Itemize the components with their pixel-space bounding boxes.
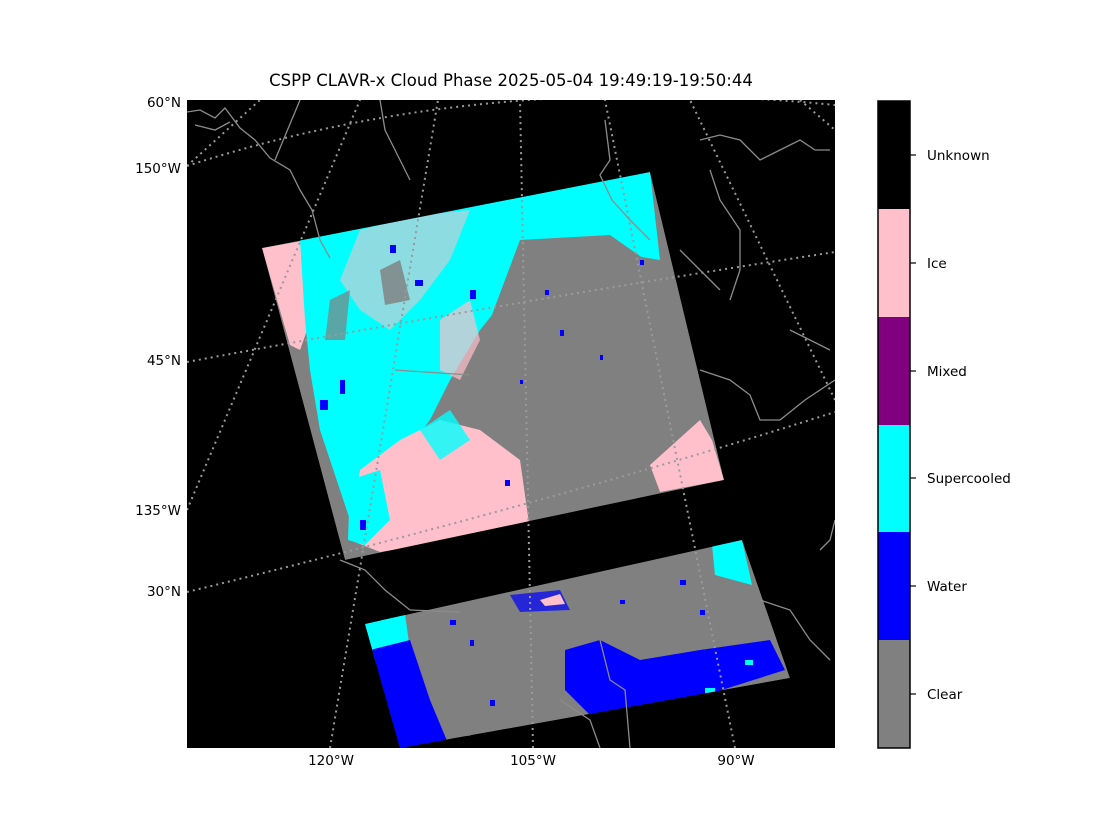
colorbar-swatch-unknown <box>878 101 910 209</box>
graticule <box>187 100 835 748</box>
lon-label-90w: 90°W <box>717 753 754 769</box>
colorbar: Unknown Ice Mixed Supercooled Water Clea… <box>877 100 1011 749</box>
colorbar-label-water: Water <box>927 579 967 595</box>
lat-label-45n: 45°N <box>147 353 181 369</box>
colorbar-frame <box>877 100 911 749</box>
lon-label-120w: 120°W <box>308 753 354 769</box>
lat-label-30n: 30°N <box>147 584 181 600</box>
colorbar-swatch-ice <box>878 209 910 317</box>
map-panel <box>187 100 835 748</box>
colorbar-swatch-water <box>878 532 910 640</box>
colorbar-label-mixed: Mixed <box>927 364 967 380</box>
map-axis-labels: 60°N 150°W 45°N 135°W 30°N 120°W 105°W 9… <box>135 95 755 769</box>
swath-south <box>365 540 790 748</box>
lat-label-60n: 60°N <box>147 95 181 111</box>
chart-title: CSPP CLAVR-x Cloud Phase 2025-05-04 19:4… <box>269 71 753 90</box>
colorbar-label-ice: Ice <box>927 256 947 272</box>
colorbar-label-clear: Clear <box>927 687 963 703</box>
coastlines <box>187 100 835 748</box>
colorbar-swatch-mixed <box>878 317 910 425</box>
colorbar-label-supercooled: Supercooled <box>927 471 1011 487</box>
colorbar-swatch-supercooled <box>878 425 910 532</box>
colorbar-label-unknown: Unknown <box>927 148 990 164</box>
lon-label-150w: 150°W <box>135 161 181 177</box>
lon-label-105w: 105°W <box>510 753 556 769</box>
lon-label-135w: 135°W <box>135 503 181 519</box>
colorbar-swatch-clear <box>878 640 910 748</box>
